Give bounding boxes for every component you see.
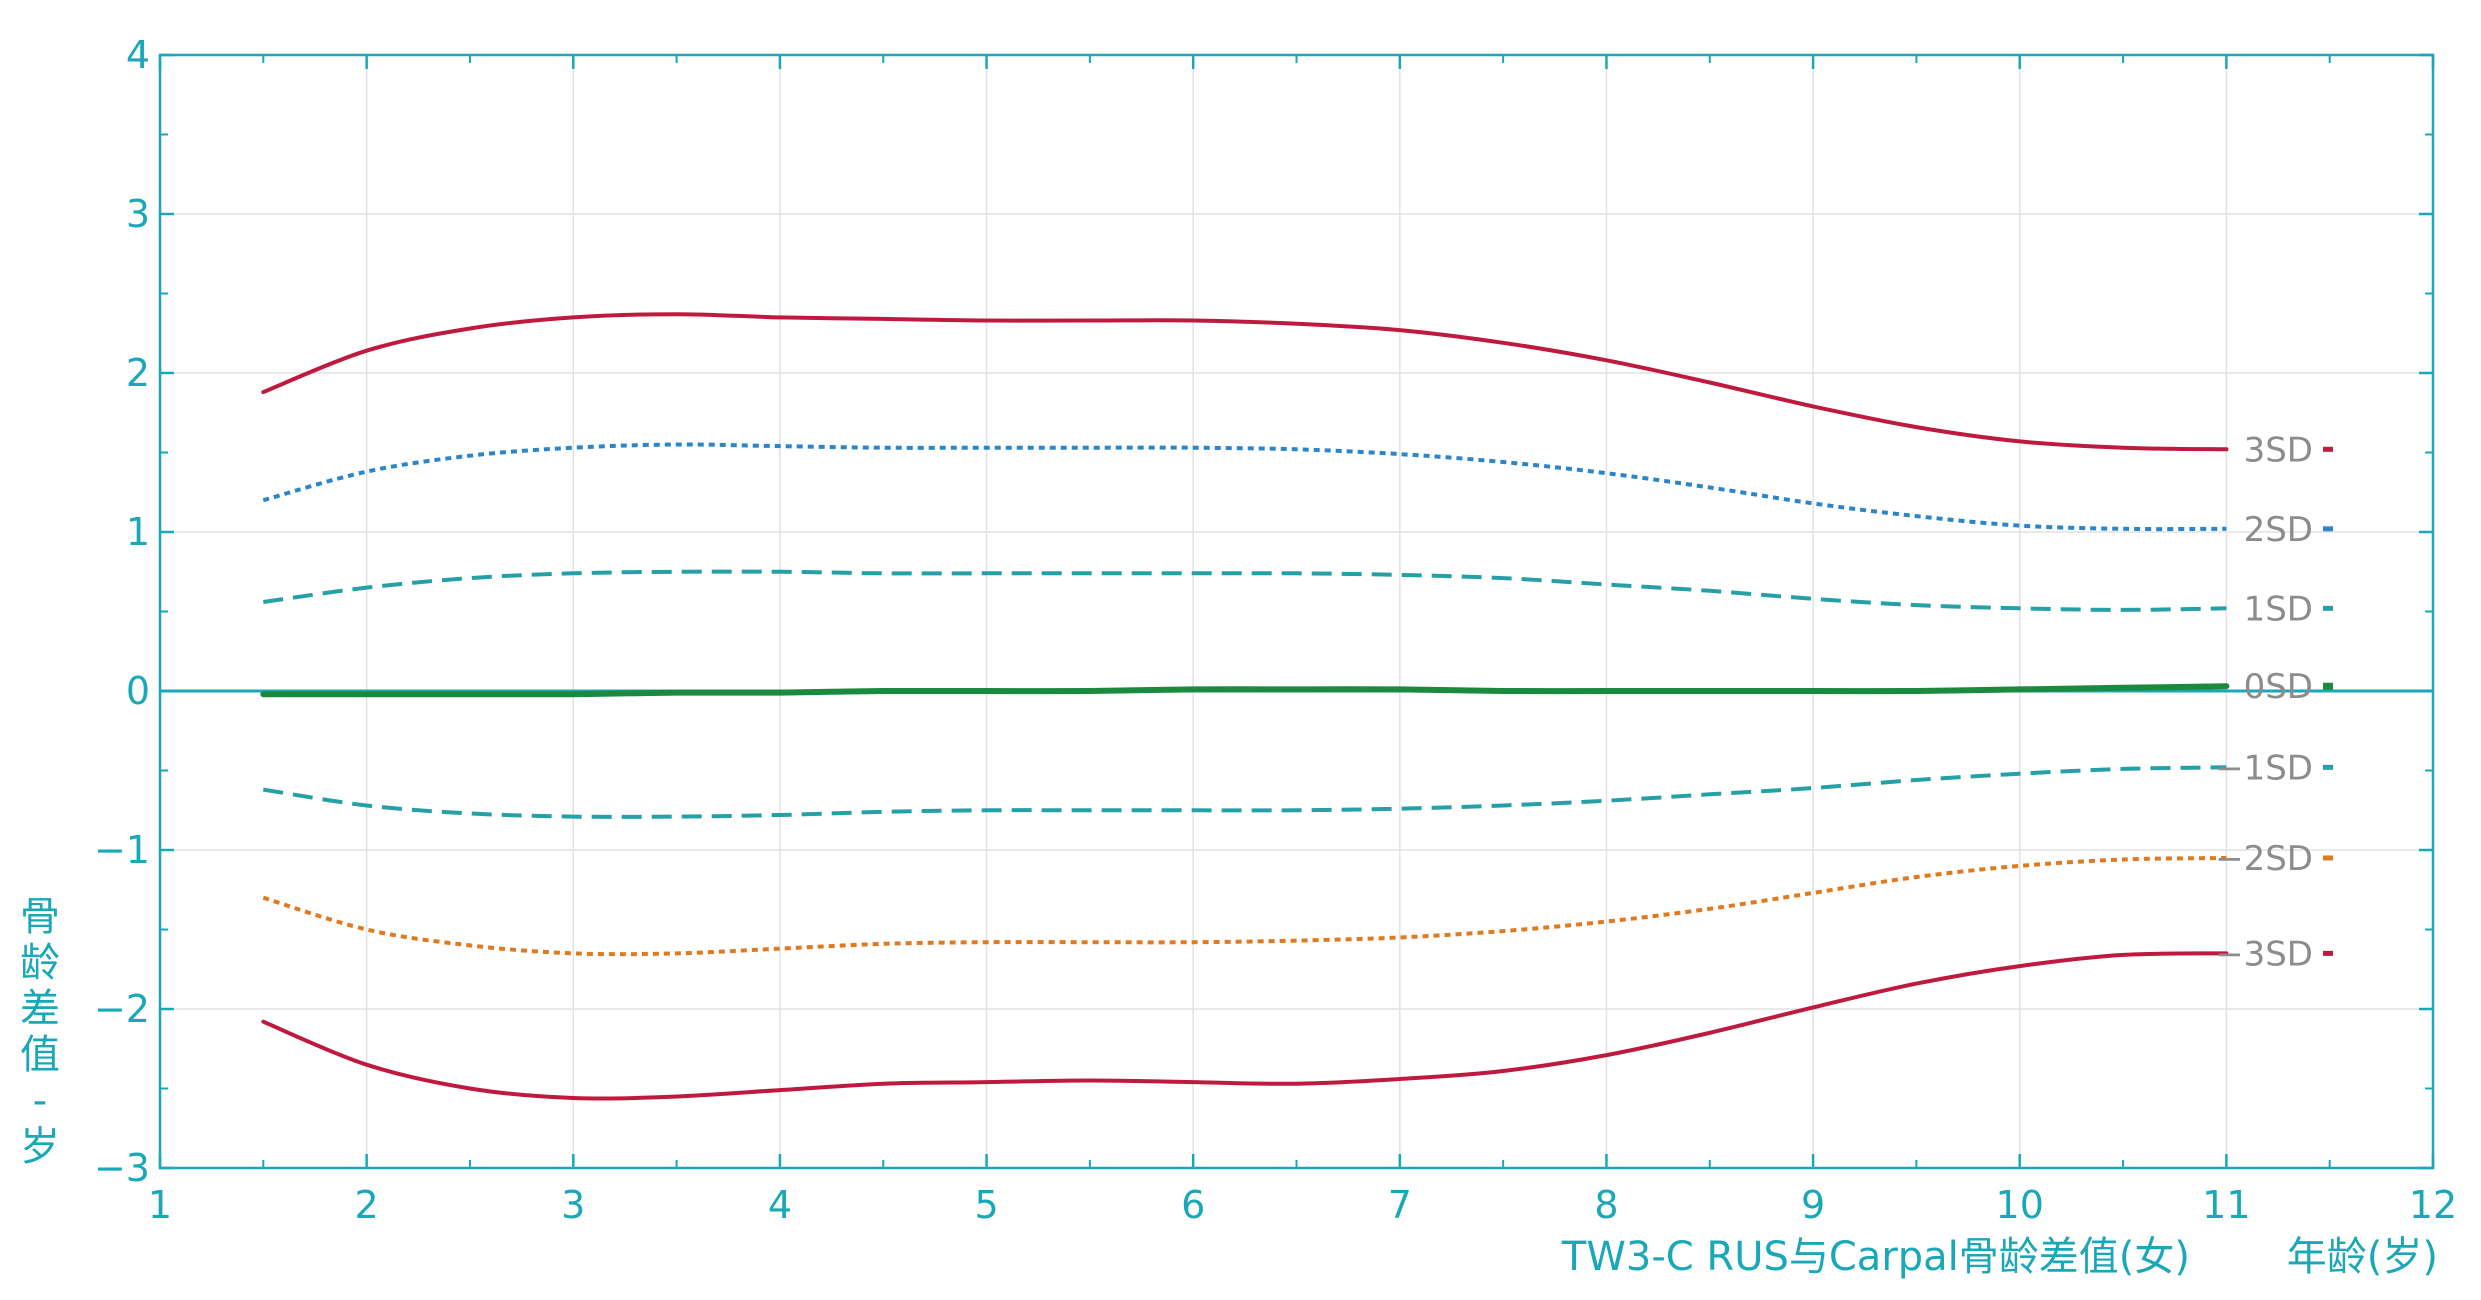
series-label: −1SD [2215, 748, 2313, 788]
y-tick-label: −2 [94, 987, 150, 1031]
y-axis-label-char: 岁 [20, 1124, 60, 1170]
series-label: 0SD [2244, 667, 2313, 707]
series-label: 3SD [2244, 430, 2313, 470]
x-tick-label: 5 [974, 1183, 998, 1227]
series-line [262, 856, 2227, 957]
x-tick-label: 12 [2409, 1183, 2457, 1227]
y-axis-label-char: - [33, 1078, 47, 1124]
y-tick-label: 4 [126, 33, 150, 77]
chart-title: TW3-C RUS与Carpal骨龄差值(女) [1561, 1234, 2190, 1280]
series-line [263, 569, 2227, 612]
series-label: 1SD [2244, 589, 2313, 629]
x-tick-label: 11 [2202, 1183, 2250, 1227]
y-axis-label-char: 骨 [20, 894, 60, 940]
series-lines [260, 312, 2230, 1101]
y-axis-label: 骨龄差值-岁 [20, 894, 60, 1170]
y-tick-label: 0 [126, 669, 150, 713]
x-axis-label: 年龄(岁) [2287, 1234, 2438, 1280]
series-label: −3SD [2215, 934, 2313, 974]
series-label: 2SD [2244, 510, 2313, 550]
x-tick-label: 6 [1181, 1183, 1205, 1227]
y-tick-label: −3 [94, 1146, 150, 1190]
series-line [263, 765, 2227, 819]
y-tick-label: 2 [126, 351, 150, 395]
y-tick-label: 1 [126, 510, 150, 554]
series-line [262, 442, 2227, 532]
series-line [260, 683, 2230, 698]
x-tick-label: 9 [1801, 1183, 1825, 1227]
series-line [261, 951, 2229, 1101]
series-label: −2SD [2215, 839, 2313, 879]
series-labels: 3SD 2SD 1SD 0SD −1SD −2SD −3SD [2215, 430, 2333, 974]
y-tick-label: −1 [94, 828, 150, 872]
x-tick-label: 10 [1996, 1183, 2044, 1227]
x-tick-label: 3 [561, 1183, 585, 1227]
y-tick-label: 3 [126, 192, 150, 236]
x-tick-label: 4 [768, 1183, 792, 1227]
x-tick-label: 1 [148, 1183, 172, 1227]
y-axis-label-char: 值 [20, 1032, 60, 1078]
x-tick-label: 7 [1388, 1183, 1412, 1227]
x-tick-label: 2 [355, 1183, 379, 1227]
y-axis-label-char: 龄 [20, 940, 60, 986]
y-axis-label-char: 差 [20, 986, 60, 1032]
x-tick-label: 8 [1594, 1183, 1618, 1227]
series-line [261, 312, 2229, 452]
